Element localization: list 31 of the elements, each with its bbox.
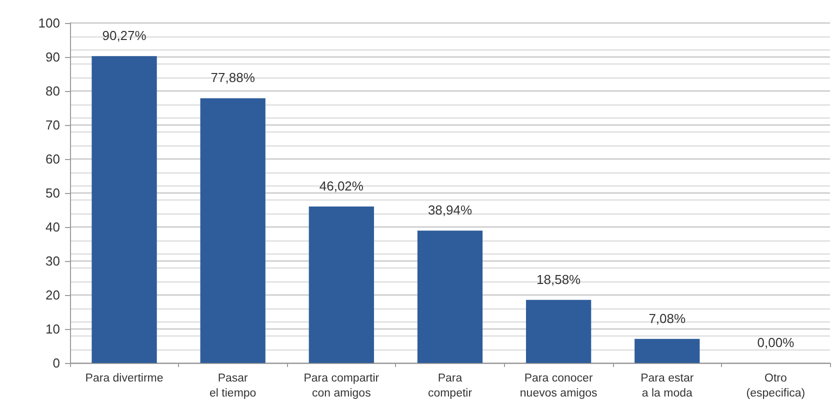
- y-tick-label: 90: [46, 50, 60, 64]
- y-tick-label: 60: [46, 152, 60, 166]
- bar: [308, 206, 374, 363]
- x-tick-label: Para compartir con amigos: [304, 372, 380, 400]
- data-label: 18,58%: [536, 272, 582, 287]
- data-label: 7,08%: [648, 310, 686, 326]
- data-label: 90,27%: [102, 28, 147, 44]
- y-tick-label: 80: [46, 84, 60, 98]
- data-label: 38,94%: [428, 202, 472, 218]
- bar: [526, 300, 592, 363]
- bar: [92, 56, 157, 363]
- y-tick-label: 50: [46, 186, 60, 200]
- data-label: 46,02%: [319, 178, 364, 194]
- y-tick-label: 70: [46, 118, 60, 132]
- x-tick-label: Otro (especifica): [746, 372, 806, 400]
- y-tick-label: 20: [46, 288, 60, 302]
- y-tick-label: 0: [52, 356, 60, 370]
- bar: [200, 98, 266, 363]
- bar: [634, 338, 700, 363]
- x-tick-label: Para divertirme: [85, 372, 164, 384]
- y-tick-label: 10: [46, 322, 60, 336]
- data-label: 77,88%: [210, 70, 256, 86]
- x-tick-label: Para estar a la moda: [640, 372, 694, 400]
- bar: [417, 230, 483, 363]
- x-tick-label: Pasar el tiempo: [210, 372, 256, 400]
- data-label: 0,00%: [757, 335, 795, 350]
- y-tick-label: 100: [38, 16, 60, 30]
- y-tick-label: 40: [46, 220, 60, 234]
- y-tick-label: 30: [46, 254, 60, 268]
- x-tick-label: Para competir: [428, 372, 472, 400]
- x-tick-label: Para conocer nuevos amigos: [520, 372, 598, 400]
